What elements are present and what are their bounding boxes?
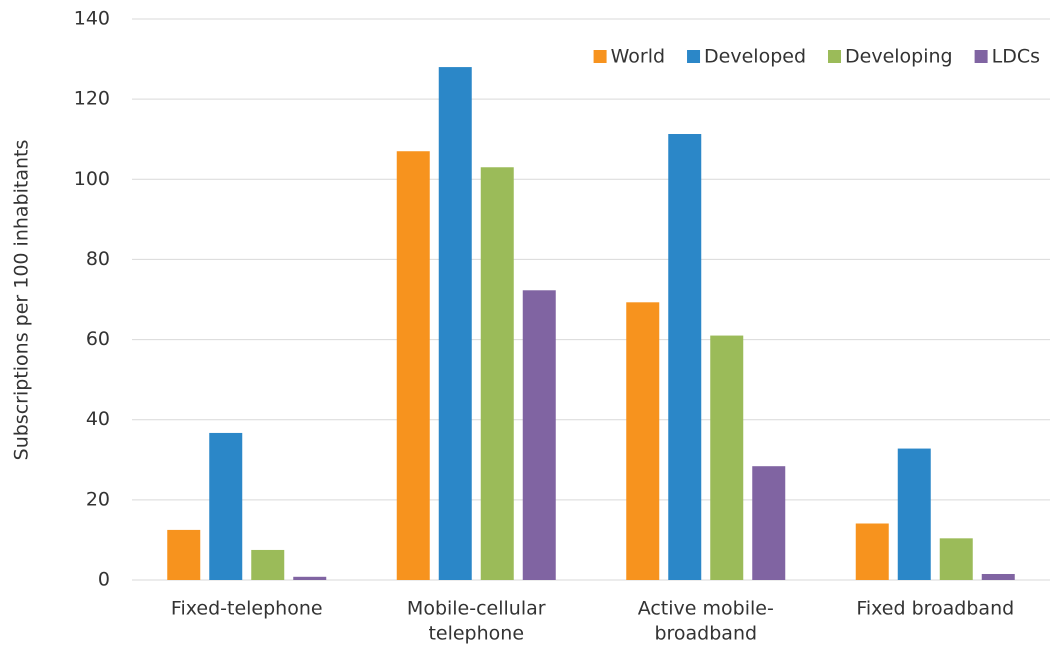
bar — [293, 576, 327, 580]
y-axis-title: Subscriptions per 100 inhabitants — [11, 140, 33, 461]
bar — [522, 290, 556, 580]
bar — [752, 466, 786, 580]
bar — [209, 432, 243, 580]
legend-swatch — [974, 50, 988, 63]
y-tick-label: 100 — [74, 168, 110, 190]
bar — [626, 302, 660, 580]
bar — [855, 523, 889, 580]
x-tick-label: Active mobile- — [638, 598, 774, 620]
legend-label: Developing — [845, 46, 953, 68]
x-tick-label: Fixed broadband — [856, 598, 1014, 620]
bar — [939, 538, 973, 580]
y-tick-label: 120 — [74, 88, 110, 110]
bar — [668, 134, 702, 580]
bar — [480, 167, 514, 580]
legend-swatch — [593, 50, 607, 63]
y-tick-label: 0 — [98, 569, 110, 591]
y-tick-label: 80 — [86, 248, 110, 270]
y-tick-label: 40 — [86, 408, 110, 430]
x-tick-label: Fixed-telephone — [171, 598, 323, 620]
legend-swatch — [828, 50, 841, 63]
x-tick-label: telephone — [428, 623, 524, 645]
x-tick-label: broadband — [654, 623, 757, 645]
y-tick-label: 140 — [74, 8, 110, 30]
y-tick-label: 20 — [86, 488, 110, 510]
bar — [438, 67, 472, 581]
bar — [981, 573, 1015, 580]
legend-label: World — [611, 46, 665, 68]
legend-label: Developed — [704, 46, 806, 68]
legend-swatch — [687, 50, 701, 63]
bar — [710, 335, 744, 580]
legend-label: LDCs — [992, 46, 1040, 68]
bar — [897, 448, 931, 580]
bar — [167, 529, 201, 580]
y-tick-label: 60 — [86, 328, 110, 350]
bar — [251, 549, 285, 580]
bar — [396, 151, 430, 580]
x-tick-label: Mobile-cellular — [407, 598, 546, 620]
